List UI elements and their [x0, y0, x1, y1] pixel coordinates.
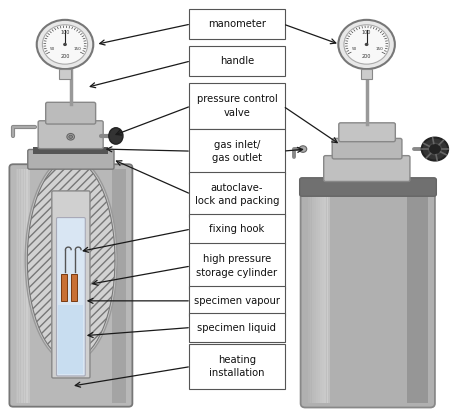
- Bar: [312, 195, 316, 403]
- FancyBboxPatch shape: [361, 69, 372, 79]
- FancyBboxPatch shape: [189, 344, 285, 389]
- Bar: [17, 169, 20, 403]
- FancyBboxPatch shape: [339, 123, 395, 142]
- Bar: [61, 274, 67, 301]
- Text: 200: 200: [60, 54, 70, 59]
- FancyBboxPatch shape: [46, 102, 96, 124]
- Bar: [71, 274, 77, 301]
- FancyBboxPatch shape: [189, 46, 285, 76]
- FancyBboxPatch shape: [56, 218, 85, 376]
- Bar: [112, 169, 126, 403]
- Ellipse shape: [27, 160, 115, 360]
- Circle shape: [338, 20, 395, 69]
- FancyBboxPatch shape: [189, 172, 285, 217]
- Bar: [26, 169, 28, 403]
- Text: 150: 150: [375, 47, 383, 51]
- Circle shape: [365, 43, 368, 46]
- Bar: [320, 195, 324, 403]
- FancyBboxPatch shape: [324, 156, 410, 181]
- Bar: [407, 195, 428, 403]
- Bar: [34, 147, 109, 154]
- Circle shape: [67, 133, 74, 140]
- Bar: [324, 195, 328, 403]
- Text: gas inlet/
gas outlet: gas inlet/ gas outlet: [212, 140, 262, 163]
- Bar: [19, 169, 22, 403]
- Bar: [318, 195, 322, 403]
- Text: 50: 50: [50, 47, 55, 51]
- Text: pressure control
valve: pressure control valve: [197, 95, 277, 118]
- Text: 100: 100: [60, 30, 70, 35]
- Bar: [310, 195, 313, 403]
- FancyBboxPatch shape: [189, 313, 285, 342]
- Circle shape: [36, 20, 93, 69]
- Bar: [314, 195, 318, 403]
- Bar: [316, 195, 320, 403]
- Text: heating
installation: heating installation: [209, 355, 265, 378]
- FancyBboxPatch shape: [301, 190, 435, 408]
- FancyBboxPatch shape: [332, 138, 402, 159]
- FancyBboxPatch shape: [189, 286, 285, 316]
- Circle shape: [428, 143, 441, 155]
- Text: handle: handle: [220, 56, 254, 66]
- FancyBboxPatch shape: [300, 178, 437, 196]
- FancyBboxPatch shape: [189, 83, 285, 128]
- Text: specimen liquid: specimen liquid: [198, 323, 276, 332]
- Circle shape: [344, 25, 389, 64]
- FancyBboxPatch shape: [52, 191, 90, 378]
- FancyBboxPatch shape: [189, 9, 285, 39]
- Bar: [22, 169, 25, 403]
- Text: manometer: manometer: [208, 19, 266, 29]
- Text: 200: 200: [362, 54, 371, 59]
- Circle shape: [299, 146, 307, 152]
- Bar: [16, 169, 18, 403]
- Circle shape: [422, 138, 448, 161]
- FancyBboxPatch shape: [189, 128, 285, 174]
- Ellipse shape: [109, 128, 123, 144]
- FancyBboxPatch shape: [9, 164, 132, 407]
- FancyBboxPatch shape: [38, 121, 103, 149]
- Text: specimen vapour: specimen vapour: [194, 296, 280, 306]
- Circle shape: [69, 135, 73, 138]
- FancyBboxPatch shape: [59, 69, 71, 79]
- FancyBboxPatch shape: [28, 150, 114, 169]
- FancyBboxPatch shape: [189, 214, 285, 244]
- Text: 50: 50: [352, 47, 357, 51]
- Ellipse shape: [25, 157, 117, 362]
- Text: autoclave-
lock and packing: autoclave- lock and packing: [195, 183, 279, 206]
- Bar: [327, 195, 330, 403]
- Bar: [27, 169, 30, 403]
- Bar: [308, 195, 311, 403]
- FancyBboxPatch shape: [189, 243, 285, 289]
- Text: fixing hook: fixing hook: [210, 224, 264, 234]
- Bar: [24, 169, 27, 403]
- Bar: [20, 169, 23, 403]
- Text: 100: 100: [362, 30, 371, 35]
- Text: 150: 150: [73, 47, 82, 51]
- Bar: [58, 304, 83, 374]
- Bar: [322, 195, 326, 403]
- Circle shape: [63, 43, 67, 46]
- Text: high pressure
storage cylinder: high pressure storage cylinder: [196, 254, 278, 278]
- Circle shape: [42, 25, 88, 64]
